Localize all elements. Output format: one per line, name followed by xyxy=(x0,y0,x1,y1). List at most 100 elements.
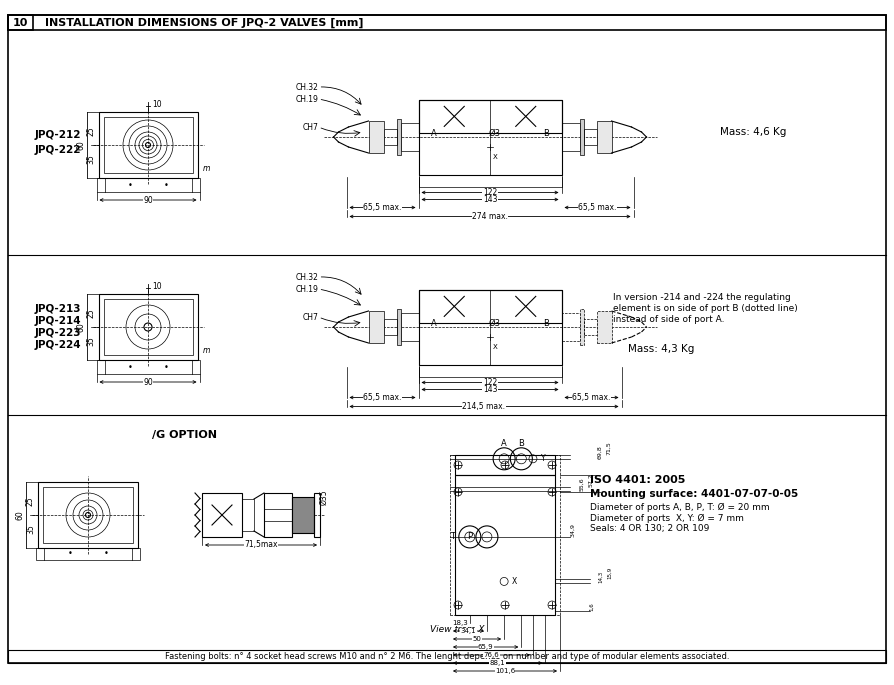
Text: •: • xyxy=(128,362,132,371)
Text: 15,9: 15,9 xyxy=(608,567,612,580)
Text: 60: 60 xyxy=(16,510,25,520)
Text: 35: 35 xyxy=(86,154,95,164)
Text: 60: 60 xyxy=(76,322,85,332)
Text: B: B xyxy=(544,129,550,138)
Text: 55,6: 55,6 xyxy=(579,477,585,490)
Text: Diameter of ports  X, Y: Ø = 7 mm: Diameter of ports X, Y: Ø = 7 mm xyxy=(590,514,744,523)
Bar xyxy=(401,313,418,341)
Text: CH7: CH7 xyxy=(303,123,318,132)
Text: •: • xyxy=(164,362,168,371)
Text: JPQ-223: JPQ-223 xyxy=(35,328,81,338)
Bar xyxy=(97,178,199,192)
Text: 65,5 max.: 65,5 max. xyxy=(572,393,611,402)
Text: 50: 50 xyxy=(473,636,482,642)
Text: 274 max.: 274 max. xyxy=(472,212,508,221)
Text: B: B xyxy=(544,319,550,328)
Text: CH.19: CH.19 xyxy=(296,95,318,103)
Text: CH.32: CH.32 xyxy=(296,273,318,282)
Text: /G OPTION: /G OPTION xyxy=(153,430,217,440)
Bar xyxy=(418,175,561,186)
Text: element is on side of port B (dotted line): element is on side of port B (dotted lin… xyxy=(613,303,797,312)
Bar xyxy=(397,309,401,345)
Text: INSTALLATION DIMENSIONS OF JPQ-2 VALVES [mm]: INSTALLATION DIMENSIONS OF JPQ-2 VALVES … xyxy=(45,17,364,27)
Text: ISO 4401: 2005: ISO 4401: 2005 xyxy=(590,475,686,485)
Text: 35: 35 xyxy=(26,524,35,534)
Bar xyxy=(98,112,198,178)
Text: Y: Y xyxy=(541,454,545,463)
Text: 71,5max: 71,5max xyxy=(244,540,278,549)
Text: T: T xyxy=(450,532,455,541)
Text: 10: 10 xyxy=(13,18,29,27)
Bar xyxy=(418,290,561,364)
Text: Seals: 4 OR 130; 2 OR 109: Seals: 4 OR 130; 2 OR 109 xyxy=(590,525,709,534)
Text: 122: 122 xyxy=(483,378,497,387)
Bar xyxy=(596,121,611,153)
Text: 65,5 max.: 65,5 max. xyxy=(363,203,401,212)
Text: X: X xyxy=(493,345,497,351)
Text: View from X: View from X xyxy=(430,625,485,634)
Bar xyxy=(579,309,584,345)
Bar xyxy=(8,650,886,663)
Text: 18,3: 18,3 xyxy=(452,620,468,626)
Text: 143: 143 xyxy=(483,195,497,204)
Text: X: X xyxy=(493,154,497,160)
Text: Mass: 4,6 Kg: Mass: 4,6 Kg xyxy=(720,127,787,137)
Bar xyxy=(384,319,397,335)
Bar xyxy=(418,290,561,323)
Bar xyxy=(104,299,192,355)
Bar xyxy=(314,493,320,537)
Text: Ø3: Ø3 xyxy=(489,319,501,328)
Bar xyxy=(418,99,561,134)
Text: 65,5 max.: 65,5 max. xyxy=(363,393,401,402)
Bar xyxy=(97,360,199,374)
Text: 60: 60 xyxy=(76,140,85,150)
Bar xyxy=(579,119,584,155)
Bar xyxy=(455,455,555,475)
Bar xyxy=(561,123,579,151)
Text: m: m xyxy=(203,164,210,173)
Bar xyxy=(450,455,560,615)
Text: 90: 90 xyxy=(143,195,153,205)
Text: 101,6: 101,6 xyxy=(495,668,515,674)
Text: 90: 90 xyxy=(143,377,153,386)
Text: •: • xyxy=(68,549,72,558)
Bar xyxy=(584,129,596,145)
Bar xyxy=(8,15,33,30)
Bar xyxy=(104,117,192,173)
Bar xyxy=(38,482,138,548)
Bar xyxy=(455,475,555,615)
Text: CH.32: CH.32 xyxy=(296,82,318,92)
Text: •: • xyxy=(164,181,168,190)
Text: 25: 25 xyxy=(26,496,35,506)
Text: 25: 25 xyxy=(86,308,95,318)
Bar xyxy=(384,129,397,145)
Text: 10: 10 xyxy=(152,99,162,108)
Text: Diameter of ports A, B, P, T: Ø = 20 mm: Diameter of ports A, B, P, T: Ø = 20 mm xyxy=(590,502,770,512)
Bar xyxy=(397,119,401,155)
Bar xyxy=(418,99,561,175)
Text: JPQ-212: JPQ-212 xyxy=(35,130,81,140)
Bar xyxy=(368,311,384,343)
Bar xyxy=(368,121,384,153)
Text: A: A xyxy=(431,129,436,138)
Text: 143: 143 xyxy=(483,385,497,394)
Text: m: m xyxy=(203,345,210,355)
Text: A: A xyxy=(502,439,507,448)
Text: B: B xyxy=(519,439,524,448)
Bar xyxy=(242,499,254,531)
Text: Fastening bolts: n° 4 socket head screws M10 and n° 2 M6. The lenght depends on : Fastening bolts: n° 4 socket head screws… xyxy=(164,652,730,661)
Text: 1,6: 1,6 xyxy=(589,603,595,612)
Text: 25: 25 xyxy=(86,126,95,136)
Text: JPQ-213: JPQ-213 xyxy=(35,304,81,314)
Text: Mounting surface: 4401-07-07-0-05: Mounting surface: 4401-07-07-0-05 xyxy=(590,489,798,499)
Text: P: P xyxy=(467,532,472,541)
Bar xyxy=(202,493,242,537)
Text: 76,6: 76,6 xyxy=(484,652,500,658)
Text: CH.19: CH.19 xyxy=(296,284,318,293)
Text: 57,2: 57,2 xyxy=(588,473,594,487)
Bar xyxy=(44,487,132,543)
Text: Ø3: Ø3 xyxy=(489,129,501,138)
Bar xyxy=(264,493,292,537)
Text: JPQ-224: JPQ-224 xyxy=(35,340,81,350)
Text: CH7: CH7 xyxy=(303,312,318,321)
